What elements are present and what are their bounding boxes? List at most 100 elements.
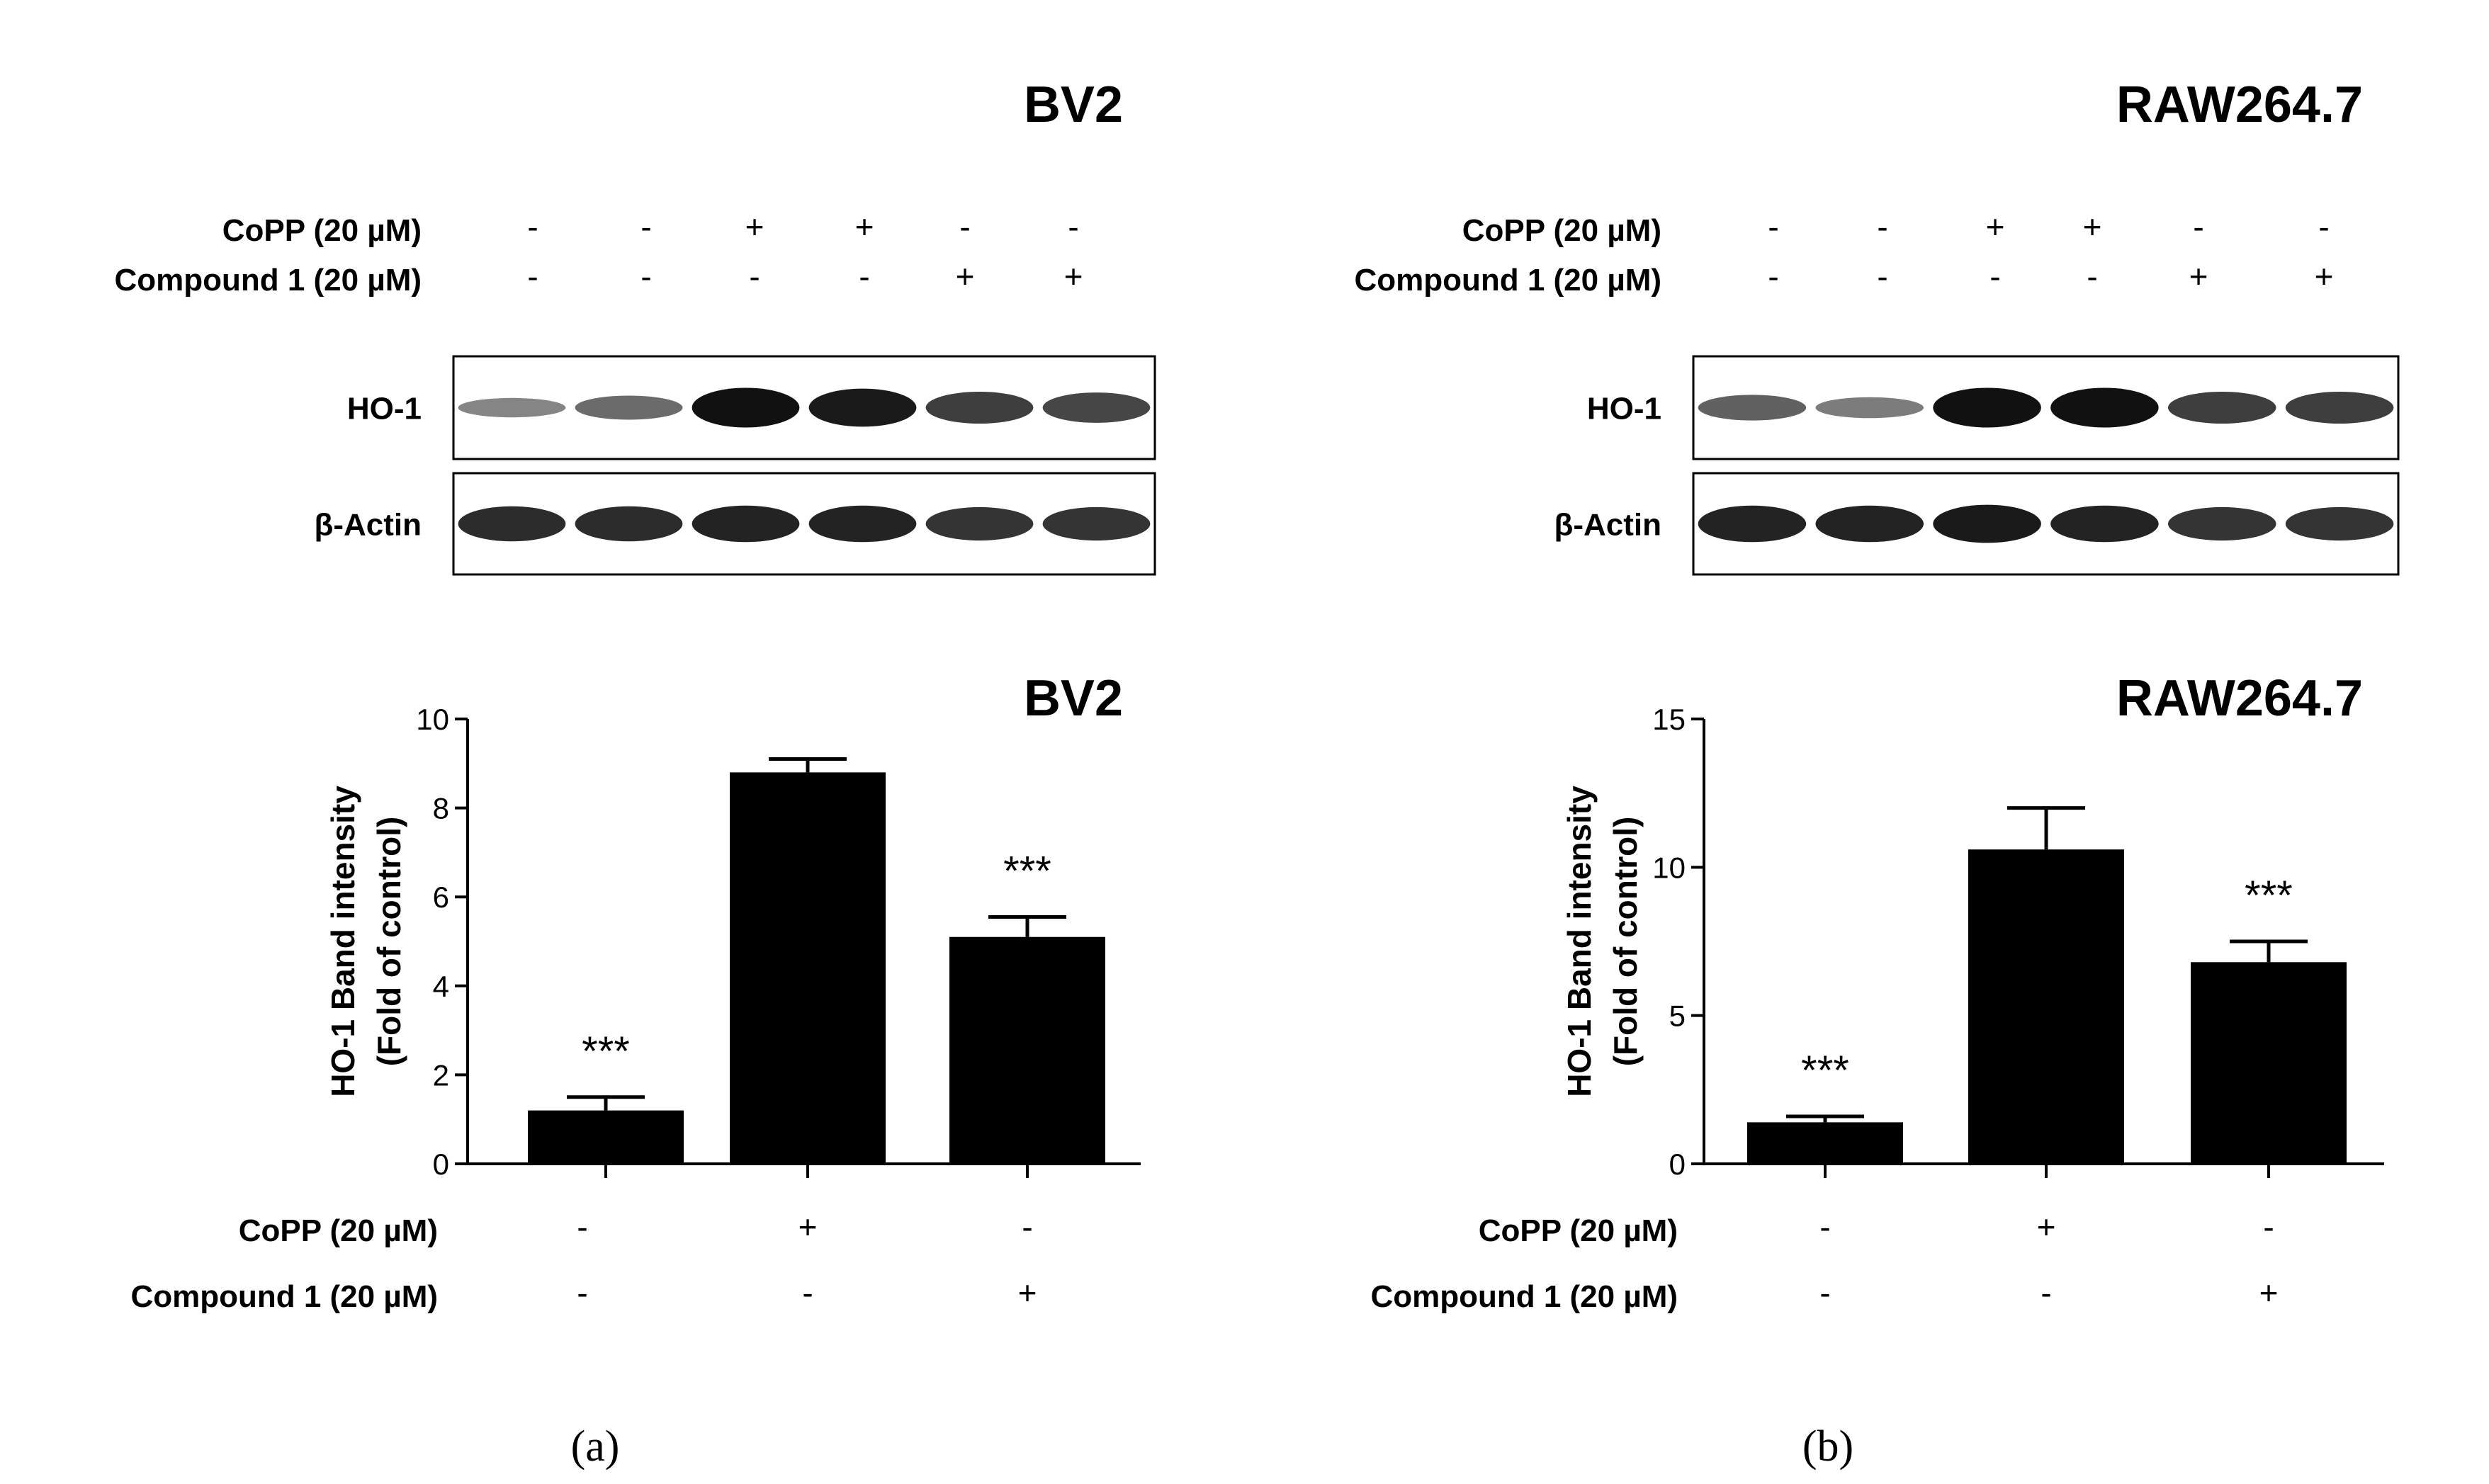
blot-band	[1042, 506, 1151, 541]
significance-label: ***	[1003, 848, 1051, 894]
blot-sign: -	[2318, 208, 2329, 245]
blot-sign: -	[1989, 258, 2000, 295]
chart-treatment-label: CoPP (20 µM)	[239, 1213, 438, 1248]
blot-band	[2285, 506, 2394, 541]
blot-band	[1815, 505, 1924, 543]
significance-label: ***	[582, 1029, 630, 1075]
bar	[528, 1110, 684, 1164]
bar-chart: BV2 0 2 4 6 8 10 HO-1 Band intensity (Fold of co…	[130, 670, 1141, 1314]
y-axis-label-line2: (Fold of control)	[1607, 817, 1644, 1067]
bar	[949, 936, 1105, 1164]
bar	[730, 772, 886, 1164]
panel-title: RAW264.7	[2116, 77, 2363, 133]
chart-sign: +	[798, 1208, 818, 1245]
blot-band	[458, 397, 566, 418]
blot-sign: -	[2193, 208, 2203, 245]
significance-label: ***	[2245, 873, 2293, 919]
y-tick-label: 4	[433, 970, 449, 1003]
blot-sign: -	[959, 208, 970, 245]
chart-sign: +	[2259, 1274, 2279, 1311]
blot-sign: -	[1877, 258, 1887, 295]
blot-band	[575, 506, 683, 542]
blot-sign: -	[1877, 208, 1887, 245]
blot-band	[2167, 392, 2276, 424]
y-axis-label-line1: HO-1 Band intensity	[324, 786, 361, 1097]
blot-band-label: HO-1	[347, 392, 422, 426]
y-tick-label: 0	[433, 1148, 449, 1181]
blot-sign: +	[855, 208, 874, 245]
blot-band-label: β-Actin	[1554, 508, 1661, 543]
chart-sign: -	[2263, 1208, 2274, 1245]
chart-title: BV2	[1024, 670, 1123, 727]
blot-band	[1698, 395, 1807, 421]
blot-band	[2050, 505, 2159, 543]
y-axis-label: HO-1 Band intensity (Fold of control)	[324, 786, 407, 1097]
blot-frame	[1692, 472, 2400, 576]
chart-sign: -	[2041, 1274, 2051, 1311]
blot-frame	[452, 355, 1156, 460]
blot-treatment-label: Compound 1 (20 µM)	[1354, 263, 1661, 298]
blot-band	[1042, 392, 1151, 423]
blot-sign: -	[1768, 208, 1778, 245]
blot-frame	[452, 472, 1156, 576]
chart-treatment-label: CoPP (20 µM)	[1479, 1213, 1678, 1248]
blot-band	[808, 388, 917, 427]
y-tick-label: 0	[1669, 1148, 1686, 1181]
blot-band	[1698, 505, 1807, 543]
chart-title: RAW264.7	[2116, 670, 2363, 727]
blot-sign: -	[527, 208, 538, 245]
y-axis-label-line1: HO-1 Band intensity	[1561, 786, 1598, 1097]
panel-title: BV2	[1024, 77, 1123, 133]
y-tick-label: 15	[1652, 703, 1686, 736]
blot-band	[692, 387, 800, 428]
panel-a: BV2 CoPP (20 µM) - - + + - - Compound 1 (20 µM) -…	[114, 77, 1156, 1471]
blot-sign: -	[749, 258, 760, 295]
blot-sign: +	[2315, 258, 2334, 295]
significance-label: ***	[1801, 1048, 1849, 1094]
blot-band	[1815, 397, 1924, 419]
y-tick-label: 10	[1652, 851, 1686, 884]
chart-treatment-label: Compound 1 (20 µM)	[1370, 1279, 1678, 1314]
blot-sign: +	[745, 208, 764, 245]
bar	[1968, 849, 2124, 1164]
chart-sign: -	[1819, 1208, 1830, 1245]
blot-band-label: HO-1	[1587, 392, 1661, 426]
blot-sign: -	[640, 208, 651, 245]
blot-sign: -	[2087, 258, 2097, 295]
blot-band	[2285, 392, 2394, 424]
y-tick-label: 2	[433, 1058, 449, 1092]
y-axis-label-line2: (Fold of control)	[371, 817, 407, 1067]
chart-treatment-label: Compound 1 (20 µM)	[130, 1279, 438, 1314]
blot-sign: -	[1068, 208, 1078, 245]
chart-sign: +	[2037, 1208, 2056, 1245]
blot-sign: +	[2083, 208, 2102, 245]
blot-band	[925, 506, 1034, 541]
bar	[1747, 1122, 1903, 1164]
panel-caption: (a)	[571, 1422, 620, 1471]
blot-band	[808, 505, 917, 543]
y-tick-label: 8	[433, 792, 449, 825]
chart-sign: -	[802, 1274, 813, 1311]
blot-sign: +	[2189, 258, 2208, 295]
blot-band	[692, 505, 800, 543]
blot-band	[1933, 387, 2041, 428]
chart-sign: -	[1022, 1208, 1032, 1245]
blot-band-label: β-Actin	[314, 508, 422, 543]
blot-sign: -	[1768, 258, 1778, 295]
blot-band	[1933, 504, 2041, 543]
y-tick-label: 6	[433, 880, 449, 914]
blot-band	[2050, 387, 2159, 428]
chart-sign: -	[1819, 1274, 1830, 1311]
blot-frame	[1692, 355, 2400, 460]
chart-sign: -	[577, 1208, 587, 1245]
blot-sign: +	[1064, 258, 1083, 295]
y-tick-label: 5	[1669, 999, 1686, 1033]
bar-chart: RAW264.7 0 5 10 15 HO-1 Band intensity (Fold o…	[1370, 670, 2384, 1314]
blot-treatment-label: CoPP (20 µM)	[222, 213, 422, 248]
blot-treatment-label: CoPP (20 µM)	[1462, 213, 1661, 248]
chart-sign: +	[1018, 1274, 1037, 1311]
blot-band	[575, 395, 683, 420]
blot-band	[458, 506, 566, 542]
panel-b: RAW264.7 CoPP (20 µM) - - + + - - Compound 1 (20…	[1354, 77, 2400, 1471]
